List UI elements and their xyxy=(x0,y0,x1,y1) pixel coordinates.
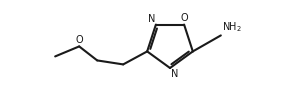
Text: N: N xyxy=(171,69,178,79)
Text: O: O xyxy=(180,13,188,23)
Text: N: N xyxy=(147,14,155,24)
Text: O: O xyxy=(75,35,83,45)
Text: NH$_2$: NH$_2$ xyxy=(222,21,242,34)
